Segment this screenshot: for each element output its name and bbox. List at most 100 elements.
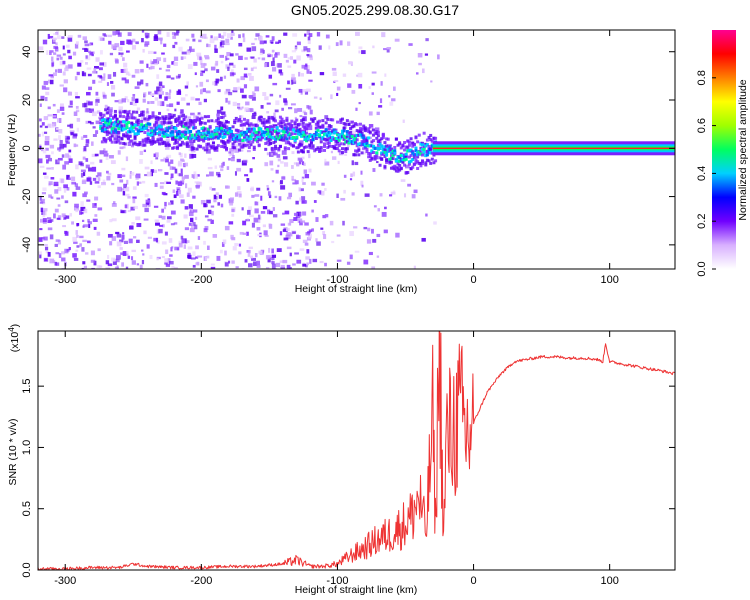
noise-cell — [222, 161, 225, 166]
noise-cell — [166, 216, 172, 220]
ridge-halo-cell — [141, 113, 145, 117]
ridge-halo-cell — [238, 148, 242, 152]
ridge-core-cell — [185, 136, 189, 140]
noise-cell — [272, 147, 275, 150]
ridge-core-cell — [417, 150, 421, 154]
ridge-halo-cell — [192, 147, 196, 151]
noise-cell — [143, 149, 147, 153]
noise-cell — [215, 171, 221, 176]
noise-cell — [68, 55, 72, 60]
noise-cell — [215, 60, 219, 66]
noise-cell — [301, 196, 306, 201]
ridge-core-cell — [422, 150, 426, 154]
ridge-core-cell — [414, 149, 418, 153]
snr-frame — [37, 330, 676, 571]
ridge-core-cell — [362, 142, 366, 146]
noise-cell — [119, 247, 123, 250]
noise-cell — [177, 73, 181, 78]
noise-cell — [165, 138, 170, 143]
noise-cell — [236, 78, 240, 83]
ridge-halo-cell — [210, 145, 214, 149]
noise-cell — [122, 57, 125, 61]
ridge-halo-cell — [280, 121, 284, 125]
ridge-core-cell — [336, 136, 340, 140]
noise-cell — [201, 33, 207, 39]
noise-cell — [236, 158, 241, 163]
ridge-core-cell — [158, 130, 162, 134]
noise-cell — [112, 31, 116, 36]
noise-cell — [317, 190, 322, 194]
noise-cell — [184, 153, 187, 158]
ridge-halo-cell — [153, 140, 157, 144]
noise-cell — [342, 73, 347, 77]
chart-title: GN05.2025.299.08.30.G17 — [291, 2, 459, 18]
noise-cell — [165, 96, 171, 99]
noise-cell — [304, 200, 308, 204]
ridge-core-cell — [236, 137, 240, 141]
noise-cell — [44, 140, 50, 146]
ridge-halo-cell — [323, 148, 327, 152]
noise-cell — [98, 80, 103, 83]
noise-cell — [67, 124, 71, 127]
noise-cell — [102, 179, 106, 184]
noise-cell — [80, 206, 86, 212]
noise-cell — [126, 50, 130, 53]
noise-cell — [358, 101, 361, 105]
noise-cell — [67, 64, 73, 69]
ridge-halo-cell — [120, 137, 124, 141]
ridge-core-cell — [339, 134, 343, 138]
noise-cell — [216, 113, 220, 119]
noise-cell — [82, 179, 87, 182]
noise-cell — [190, 225, 195, 230]
noise-cell — [157, 30, 162, 35]
ridge-halo-cell — [388, 144, 392, 148]
noise-cell — [43, 257, 49, 262]
ridge-core-cell — [122, 127, 126, 131]
noise-cell — [282, 259, 288, 264]
ridge-halo-cell — [293, 131, 297, 135]
ridge-halo-cell — [267, 139, 271, 143]
ridge-halo-cell — [244, 133, 248, 137]
ridge-halo-cell — [381, 136, 385, 140]
noise-cell — [249, 168, 253, 173]
ridge-core-cell — [267, 135, 271, 139]
noise-cell — [92, 203, 97, 208]
ridge-core-cell — [352, 138, 356, 142]
noise-cell — [277, 158, 281, 162]
noise-cell — [124, 204, 128, 209]
noise-cell — [171, 32, 176, 35]
ridge-core-cell — [412, 153, 416, 157]
ridge-halo-cell — [412, 143, 416, 147]
noise-cell — [337, 160, 340, 165]
ridge-core-cell — [259, 135, 263, 139]
noise-cell — [304, 242, 309, 246]
ridge-halo-cell — [421, 141, 425, 145]
ridge-halo-cell — [327, 144, 331, 148]
noise-cell — [71, 221, 75, 225]
ridge-halo-cell — [256, 140, 260, 144]
noise-cell — [102, 128, 106, 133]
ridge-halo-cell — [337, 144, 341, 148]
ridge-halo-cell — [162, 140, 166, 144]
ridge-halo-cell — [249, 130, 253, 134]
ridge-core-cell — [202, 126, 206, 130]
ridge-core-cell — [355, 134, 359, 138]
ridge-halo-cell — [220, 139, 224, 143]
ridge-core-cell — [184, 130, 188, 134]
ridge-core-cell — [403, 158, 407, 162]
noise-cell — [119, 179, 124, 183]
ridge-halo-cell — [352, 153, 356, 157]
noise-cell — [48, 194, 52, 198]
noise-cell — [166, 104, 172, 107]
ridge-halo-cell — [412, 162, 416, 166]
noise-cell — [80, 211, 84, 215]
ridge-core-cell — [141, 125, 145, 129]
noise-cell — [118, 46, 123, 52]
ridge-halo-cell — [367, 129, 371, 133]
ridge-halo-cell — [161, 141, 165, 145]
noise-cell — [164, 258, 169, 263]
noise-cell — [407, 183, 412, 187]
ridge-core-cell — [241, 131, 245, 135]
noise-cell — [417, 52, 423, 58]
ridge-halo-cell — [109, 125, 113, 129]
